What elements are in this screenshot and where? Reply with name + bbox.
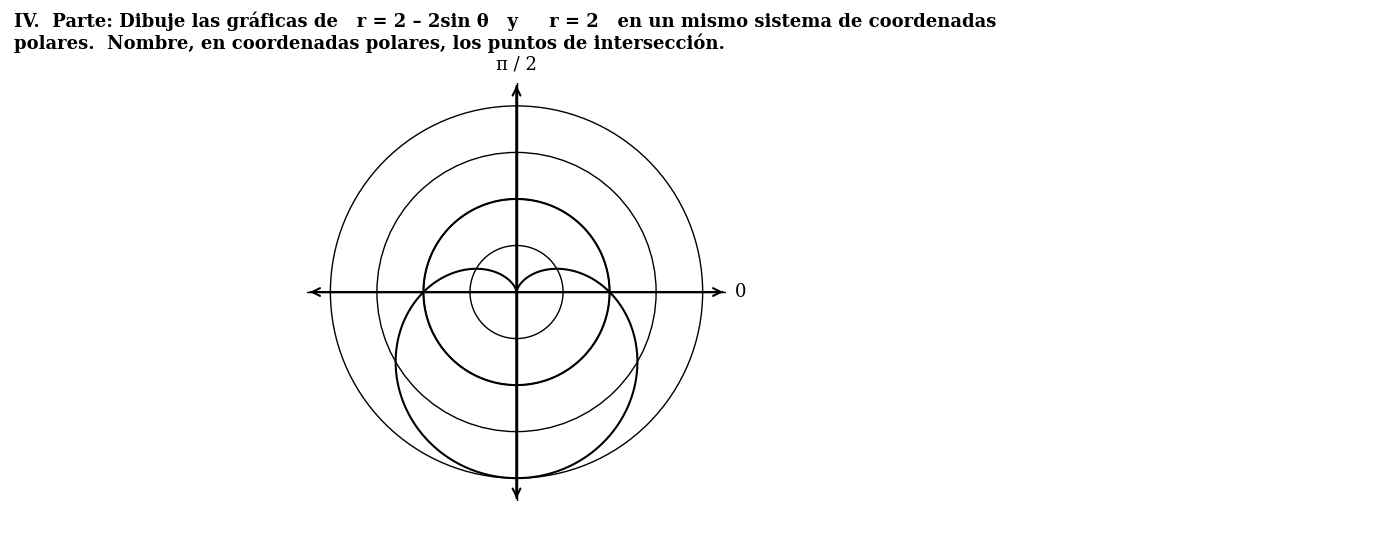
Text: π / 2: π / 2 <box>496 55 537 73</box>
Text: IV.  Parte: Dibuje las gráficas de   r = 2 – 2sin θ   y     r = 2   en un mismo : IV. Parte: Dibuje las gráficas de r = 2 … <box>14 11 997 53</box>
Text: 0: 0 <box>736 283 747 301</box>
